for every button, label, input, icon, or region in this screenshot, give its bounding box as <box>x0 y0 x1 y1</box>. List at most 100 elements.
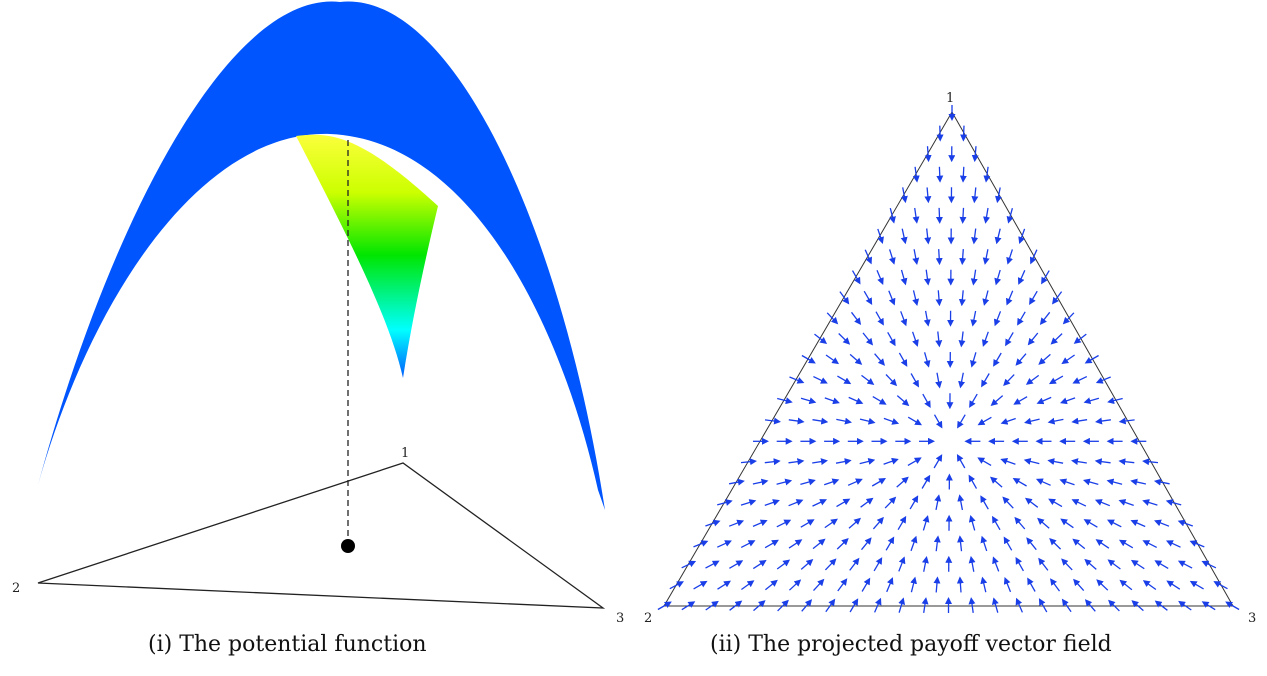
vector-arrow <box>1072 538 1086 550</box>
vector-arrow <box>970 352 977 368</box>
vector-arrow <box>981 331 989 347</box>
vector-arrow <box>788 458 805 466</box>
vertex-label-2: 2 <box>644 611 652 626</box>
vector-arrow <box>1107 397 1123 405</box>
vector-arrow <box>777 397 793 405</box>
vector-arrow <box>728 478 745 486</box>
vector-arrow <box>1225 601 1240 611</box>
vector-arrow <box>1000 457 1016 465</box>
vector-arrow <box>1073 578 1085 592</box>
caption-potential-function: (i) The potential function <box>148 632 427 657</box>
vector-arrow <box>889 207 896 224</box>
vector-arrow <box>1095 417 1111 425</box>
vector-arrow <box>1060 518 1074 529</box>
vector-arrow <box>873 557 883 572</box>
vector-arrow <box>922 393 931 409</box>
vector-arrow <box>923 269 931 286</box>
vector-arrow <box>1189 580 1204 590</box>
vector-arrow <box>1084 558 1097 570</box>
vector-arrow <box>992 515 1001 531</box>
vector-arrow <box>1142 458 1159 466</box>
vector-arrow <box>993 352 1002 367</box>
vector-arrow <box>764 499 780 507</box>
vector-arrow <box>885 374 898 387</box>
vector-arrow <box>970 310 978 327</box>
vector-arrow <box>849 353 863 365</box>
vector-arrow <box>1189 540 1205 548</box>
vector-arrow <box>669 581 684 590</box>
vector-arrow <box>1025 374 1040 385</box>
vector-arrow <box>958 372 966 389</box>
vector-arrow <box>838 333 851 345</box>
vector-arrow <box>753 600 766 612</box>
vector-arrow <box>1006 249 1014 265</box>
vector-arrow <box>693 580 708 590</box>
vector-arrow <box>681 601 696 611</box>
vector-arrow <box>983 166 991 183</box>
vector-arrow <box>800 397 817 405</box>
vector-arrow <box>801 354 816 364</box>
vector-arrow <box>862 332 874 346</box>
vector-arrow <box>1025 497 1039 508</box>
vector-arrow <box>957 535 965 552</box>
vector-arrow <box>740 499 757 506</box>
vector-arrow <box>982 290 990 306</box>
vector-arrow <box>977 457 992 466</box>
vector-arrow <box>812 538 826 550</box>
vector-arrow <box>1178 600 1192 611</box>
vector-arrow <box>705 560 720 569</box>
vector-arrow <box>991 597 999 613</box>
vector-arrow <box>1165 540 1181 548</box>
vector-arrow <box>839 291 850 305</box>
vector-arrow <box>1012 478 1027 487</box>
vector-arrow <box>971 187 979 204</box>
vector-arrow <box>824 397 840 405</box>
vector-arrow <box>959 166 967 183</box>
vector-arrow <box>1029 249 1038 265</box>
vector-arrow <box>705 519 721 527</box>
vector-arrow <box>825 598 836 613</box>
potential-surface-plot: 1 2 3 <box>12 1 624 626</box>
vector-arrow <box>1094 458 1111 466</box>
vector-arrow <box>1029 290 1038 306</box>
vector-arrow <box>883 417 900 425</box>
vector-arrow <box>900 187 908 204</box>
vector-arrow <box>1006 208 1014 224</box>
vector-arrow <box>884 496 897 509</box>
vector-arrow <box>1061 598 1072 613</box>
vector-arrow <box>922 515 930 531</box>
vector-arrow <box>861 374 875 385</box>
vector-arrow <box>752 559 767 570</box>
vector-field-panel: 1 2 3 (ii) The projected payoff vector f… <box>630 0 1267 676</box>
vector-arrow <box>1050 578 1061 592</box>
caption-vector-field: (ii) The projected payoff vector field <box>710 632 1112 657</box>
vector-arrow <box>900 228 908 245</box>
vector-arrow <box>911 331 919 347</box>
vector-arrow <box>957 494 965 511</box>
vector-arrow <box>1018 228 1026 244</box>
vector-arrow <box>851 270 861 285</box>
vector-arrow <box>872 516 884 530</box>
vector-arrow <box>1082 478 1099 486</box>
vector-arrow <box>994 228 1002 245</box>
vector-arrow <box>1014 516 1026 530</box>
vector-arrow <box>740 458 757 466</box>
vector-arrow <box>1201 601 1216 611</box>
vector-arrow <box>1095 376 1111 384</box>
vector-arrow <box>764 417 781 425</box>
vector-arrow <box>876 269 884 285</box>
vector-arrow <box>924 187 932 204</box>
vector-arrow <box>1035 478 1051 486</box>
vector-arrow <box>752 478 769 486</box>
vector-arrow <box>886 577 894 593</box>
vector-arrow <box>813 578 825 592</box>
vector-arrow <box>823 478 840 486</box>
vector-arrow <box>1047 458 1064 465</box>
vector-arrow <box>1118 417 1135 425</box>
vector-arrow <box>717 499 733 506</box>
vector-arrow <box>1003 577 1012 593</box>
vector-arrow <box>898 597 906 613</box>
vector-arrow <box>898 352 908 367</box>
vector-arrow <box>912 166 920 183</box>
vector-arrow <box>836 417 852 425</box>
